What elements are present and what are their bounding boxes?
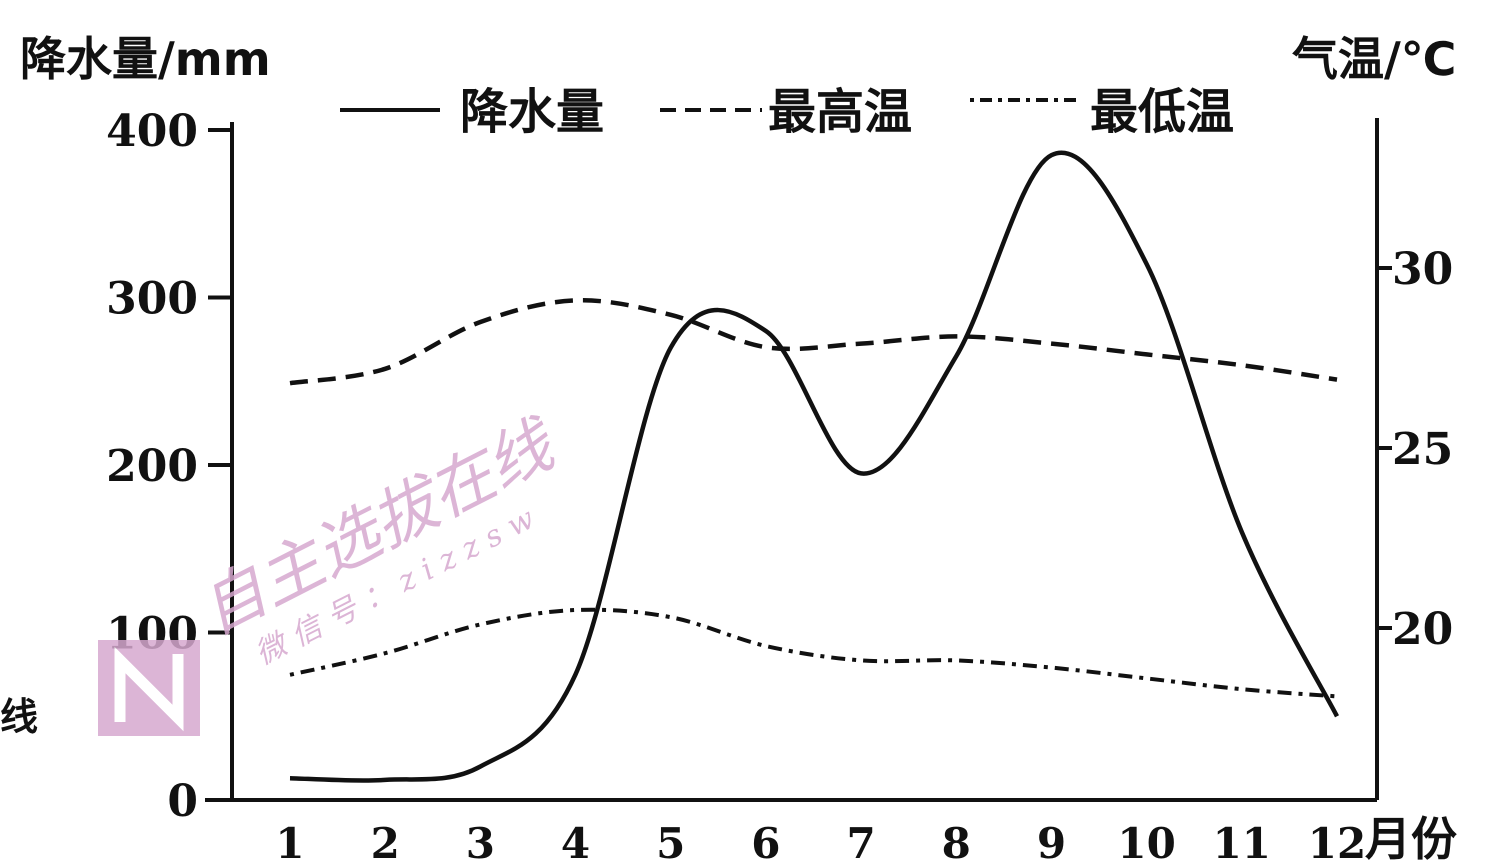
legend: 降水量 最高温 最低温 <box>340 84 1234 140</box>
series-line-max-temp <box>289 298 1338 386</box>
legend-label-min-temp: 最低温 <box>1090 84 1234 140</box>
left-tick-label-0: 0 <box>167 776 198 827</box>
legend-label-max-temp: 最高温 <box>768 84 912 140</box>
x-tick-label-1: 2 <box>371 819 400 867</box>
edge-text: 线 <box>0 695 38 739</box>
x-tick-label-4: 5 <box>656 819 685 867</box>
x-tick-label-10: 11 <box>1213 819 1271 867</box>
x-tick-label-11: 12 <box>1308 819 1366 867</box>
left-tick-label-3: 300 <box>106 274 198 325</box>
x-tick-label-5: 6 <box>751 819 780 867</box>
x-axis-ticks: 1 2 3 4 5 6 7 8 9 10 11 12 <box>275 819 1366 867</box>
left-axis-title: 降水量/mm <box>20 32 271 86</box>
left-tick-label-4: 400 <box>106 106 198 157</box>
right-axis-title: 气温/℃ <box>1292 32 1457 86</box>
x-tick-label-9: 10 <box>1117 819 1175 867</box>
x-tick-label-0: 1 <box>275 819 304 867</box>
watermark-logo <box>98 640 200 736</box>
series-line-min-temp <box>289 607 1338 699</box>
right-tick-label-0: 20 <box>1392 604 1453 655</box>
x-tick-label-6: 7 <box>846 819 875 867</box>
x-tick-label-3: 4 <box>561 819 590 867</box>
left-tick-label-2: 200 <box>106 441 198 492</box>
x-tick-label-8: 9 <box>1037 819 1066 867</box>
right-tick-label-2: 30 <box>1392 244 1453 295</box>
series-line-precipitation <box>289 150 1339 783</box>
x-axis-title: 月份 <box>1365 812 1457 866</box>
legend-label-precipitation: 降水量 <box>460 84 604 140</box>
right-tick-label-1: 25 <box>1392 424 1453 475</box>
x-tick-label-2: 3 <box>466 819 495 867</box>
x-tick-label-7: 8 <box>942 819 971 867</box>
right-axis-ticks: 20 25 30 <box>1377 244 1453 655</box>
